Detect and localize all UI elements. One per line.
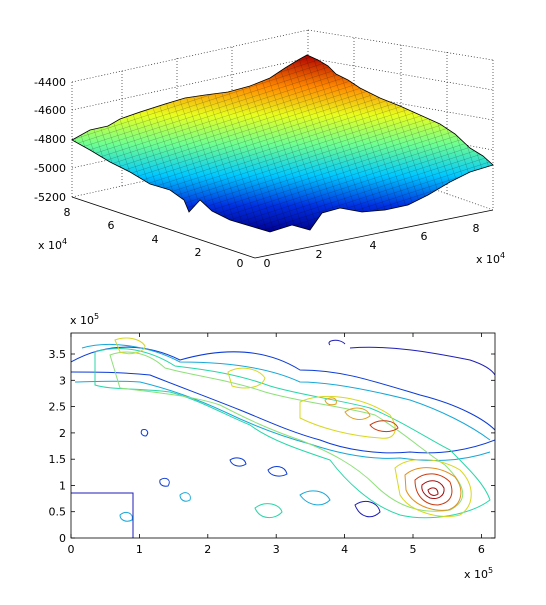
y-tick-label: 6	[108, 219, 115, 232]
x-tick-label: 0	[68, 543, 75, 556]
contour-plot: x 105	[49, 312, 496, 581]
x-tick-label: 3	[273, 543, 280, 556]
surface-mesh	[71, 54, 494, 233]
y-tick-label: 1.5	[49, 453, 67, 466]
y-tick-label: 3	[59, 374, 66, 387]
x-tick-label: 5	[410, 543, 417, 556]
y-tick-label: 0	[237, 257, 244, 270]
x-tick-label: 4	[370, 239, 377, 252]
contour-x-ticks	[70, 333, 482, 538]
surface-box-front	[71, 196, 494, 259]
z-tick-label: -4400	[34, 76, 66, 89]
contour-y-ticks	[71, 353, 495, 539]
y-tick-label: 0	[59, 532, 66, 545]
y-tick-label: 8	[64, 206, 71, 219]
y-tick-label: 0	[264, 257, 271, 270]
y-tick-label: 2	[195, 246, 202, 259]
y-tick-label: 1	[59, 479, 66, 492]
contour-x-tick-labels: 0 1 2 3 4 5 6	[68, 543, 485, 556]
y-tick-label: 0.5	[49, 506, 67, 519]
contour-y-tick-labels: 0 0.5 1 1.5 2 2.5 3 3.5	[49, 348, 67, 545]
y-tick-label: 4	[152, 233, 159, 246]
surface-y-ticks: 8 6 4 2 0	[64, 206, 244, 270]
contour-y-multiplier: x 105	[70, 312, 99, 327]
surface-x-ticks: 2 4 6 8	[316, 222, 480, 261]
y-tick-label: 3.5	[49, 348, 67, 361]
x-tick-label: 1	[136, 543, 143, 556]
x-multiplier: x 104	[476, 251, 505, 266]
x-tick-label: 6	[478, 543, 485, 556]
z-tick-label: -5200	[34, 191, 66, 204]
y-tick-label: 2.5	[49, 401, 67, 414]
x-tick-label: 8	[473, 222, 480, 235]
x-tick-label: 2	[204, 543, 211, 556]
y-multiplier: x 104	[38, 237, 67, 252]
y-tick-label: 2	[59, 427, 66, 440]
x-tick-label: 6	[421, 230, 428, 243]
surface-plot: -5200 -5000 -4800 -4600 -4400 8 6 4 2 0 …	[34, 29, 505, 270]
x-tick-label: 4	[341, 543, 348, 556]
z-tick-label: -4800	[34, 133, 66, 146]
contour-lines	[71, 337, 495, 538]
x-tick-label: 2	[316, 248, 323, 261]
z-tick-label: -5000	[34, 162, 66, 175]
contour-x-multiplier: x 105	[464, 566, 493, 581]
contour-axes-box	[70, 332, 496, 539]
z-tick-label: -4600	[34, 104, 66, 117]
surface-z-ticks: -5200 -5000 -4800 -4600 -4400	[34, 76, 66, 204]
